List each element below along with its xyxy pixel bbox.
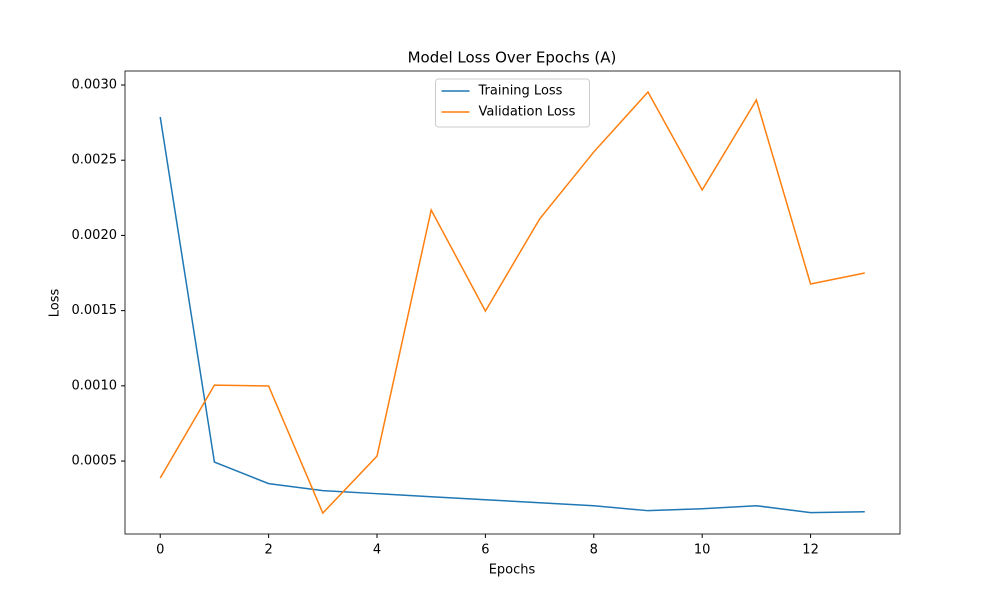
chart-title: Model Loss Over Epochs (A) [408, 49, 617, 67]
series-line [159, 116, 865, 514]
y-axis-label: Loss [48, 289, 63, 318]
legend-label: Validation Loss [479, 105, 576, 120]
x-tick-label: 8 [590, 543, 598, 558]
x-axis-label: Epochs [489, 563, 536, 578]
x-tick-label: 0 [156, 543, 164, 558]
x-tick-label: 4 [373, 543, 381, 558]
x-tick-label: 2 [264, 543, 272, 558]
y-tick-label: 0.0025 [72, 153, 118, 168]
y-tick-label: 0.0015 [72, 303, 118, 318]
x-tick-label: 10 [694, 543, 711, 558]
plot-frame [124, 70, 901, 535]
x-tick-label: 12 [802, 543, 819, 558]
series-line [159, 90, 865, 515]
x-tick-label: 6 [481, 543, 489, 558]
y-tick-label: 0.0020 [72, 228, 118, 243]
y-tick-label: 0.0005 [72, 454, 118, 469]
y-tick-label: 0.0010 [72, 378, 118, 393]
legend-box [435, 78, 590, 128]
y-tick-label: 0.0030 [72, 77, 118, 92]
legend-label: Training Loss [478, 84, 563, 99]
